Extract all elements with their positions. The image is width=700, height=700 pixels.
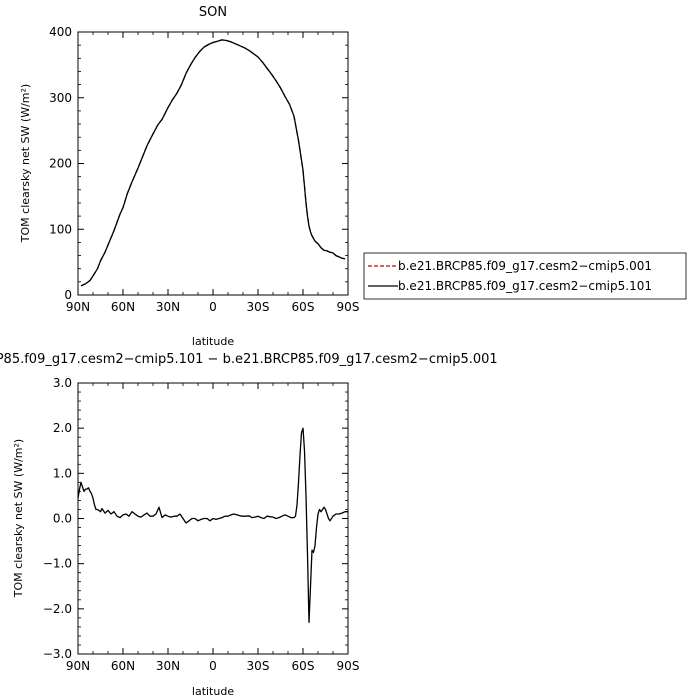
- bottom-y-axis-label: TOM clearsky net SW (W/m²): [12, 439, 25, 598]
- top-x-tick-label: 60S: [292, 300, 315, 314]
- bottom-panel: b.e21.BRCP85.f09_g17.cesm2−cmip5.101 − b…: [0, 352, 498, 698]
- bottom-x-axis-label: latitude: [192, 685, 234, 698]
- top-x-tick-label: 90S: [337, 300, 360, 314]
- bottom-y-tick-label: 0.0: [53, 512, 72, 526]
- bottom-x-tick-label: 60S: [292, 659, 315, 673]
- bottom-panel-series: [77, 427, 348, 624]
- legend-label-series-101: b.e21.BRCP85.f09_g17.cesm2−cmip5.101: [398, 279, 652, 293]
- bottom-panel-title: b.e21.BRCP85.f09_g17.cesm2−cmip5.101 − b…: [0, 352, 498, 367]
- top-x-tick-label: 30N: [156, 300, 180, 314]
- top-y-tick-label: 300: [49, 91, 72, 105]
- top-y-tick-label: 100: [49, 222, 72, 236]
- bottom-y-tick-label: 2.0: [53, 421, 72, 435]
- top-x-axis-label: latitude: [192, 335, 234, 348]
- legend-box: [363, 252, 687, 300]
- top-x-tick-label: 0: [209, 300, 217, 314]
- legend: b.e21.BRCP85.f09_g17.cesm2−cmip5.001 b.e…: [363, 252, 687, 300]
- top-series-line-2: [80, 39, 346, 287]
- bottom-x-tick-label: 30S: [247, 659, 270, 673]
- top-y-tick-label: 400: [49, 25, 72, 39]
- top-plot-frame: [77, 31, 349, 296]
- top-y-tick-label: 200: [49, 157, 72, 171]
- bottom-y-tick-label: −3.0: [43, 647, 72, 661]
- bottom-panel-ticks: 90N 60N 30N 0 30S 60S 90S −3.0 −2.0 −1.0 0.0 1.0 2.0…: [43, 376, 360, 673]
- top-y-axis-label: TOM clearsky net SW (W/m²): [19, 84, 32, 243]
- bottom-x-tick-label: 30N: [156, 659, 180, 673]
- legend-label-series-001: b.e21.BRCP85.f09_g17.cesm2−cmip5.001: [398, 259, 652, 273]
- top-x-tick-label: 60N: [111, 300, 135, 314]
- bottom-plot-frame: [77, 382, 349, 655]
- top-x-tick-label: 30S: [247, 300, 270, 314]
- bottom-x-tick-label: 0: [209, 659, 217, 673]
- top-panel-title: SON: [199, 5, 227, 20]
- bottom-y-tick-label: 1.0: [53, 466, 72, 480]
- top-panel-series: [80, 39, 346, 287]
- bottom-series-line-1: [77, 427, 348, 624]
- bottom-y-tick-label: −2.0: [43, 602, 72, 616]
- top-panel: SON 90N 60N 30N 0 30S 60S 90S 0 100 200 300 400 lat…: [19, 5, 359, 348]
- top-x-tick-label: 90N: [66, 300, 90, 314]
- top-series-line-1: [80, 39, 346, 287]
- top-y-tick-label: 0: [64, 288, 72, 302]
- bottom-y-tick-label: −1.0: [43, 557, 72, 571]
- bottom-x-tick-label: 90S: [337, 659, 360, 673]
- bottom-x-tick-label: 90N: [66, 659, 90, 673]
- bottom-x-tick-label: 60N: [111, 659, 135, 673]
- top-panel-ticks: 90N 60N 30N 0 30S 60S 90S 0 100 200 300 400: [49, 25, 359, 314]
- bottom-y-tick-label: 3.0: [53, 376, 72, 390]
